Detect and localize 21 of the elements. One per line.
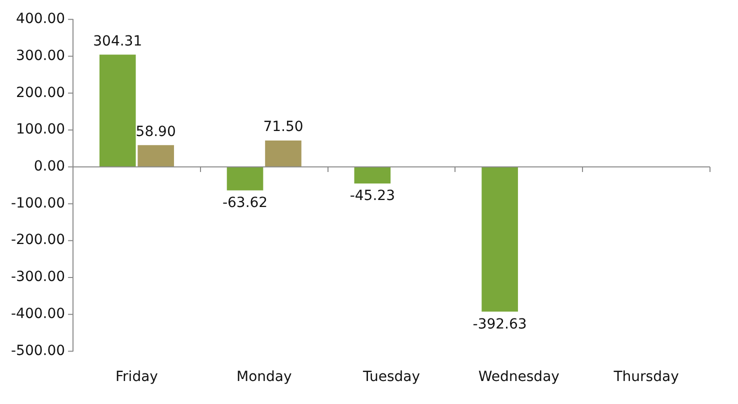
x-tick-label: Tuesday — [362, 369, 420, 386]
y-tick-label: 300.00 — [16, 48, 66, 64]
y-tick-label: 0.00 — [34, 158, 66, 175]
y-tick-label: -200.00 — [10, 232, 66, 248]
data-label: -45.23 — [350, 188, 395, 204]
y-tick-label: 200.00 — [16, 84, 66, 101]
y-tick-label: 100.00 — [16, 122, 66, 138]
x-tick-label: Monday — [236, 369, 292, 386]
y-tick-label: -400.00 — [10, 306, 66, 322]
data-label: 71.50 — [263, 119, 304, 136]
data-label: -63.62 — [222, 194, 268, 211]
y-tick-label: -300.00 — [10, 269, 66, 286]
data-label: 304.31 — [93, 33, 142, 50]
x-tick-label: Wednesday — [478, 369, 560, 386]
data-label: 58.90 — [136, 124, 176, 140]
y-tick-label: 400.00 — [16, 11, 66, 28]
y-tick-label: -500.00 — [10, 342, 66, 359]
data-label: -392.63 — [472, 316, 527, 332]
x-tick-label: Thursday — [612, 369, 679, 386]
x-tick-label: Friday — [116, 369, 158, 386]
y-tick-label: -100.00 — [10, 195, 66, 212]
